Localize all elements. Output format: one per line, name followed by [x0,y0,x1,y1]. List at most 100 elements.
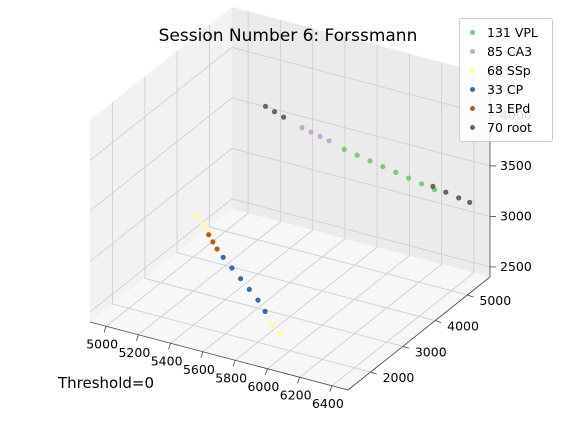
data-point [277,330,283,337]
x-gridline [138,19,281,336]
data-point [299,125,305,131]
z-gridline [89,97,491,212]
y-tick-mark [435,320,442,324]
x-tick-mark [135,334,139,341]
x-tick-mark [264,368,268,375]
y-axis-line [347,276,491,391]
data-point [262,103,269,109]
x-tick-mark [329,385,333,392]
y-gridline [208,24,468,296]
legend-marker-icon [470,30,475,35]
z-gridline [89,46,491,161]
data-points [194,103,473,337]
x-gridline [105,11,249,327]
legend-item-cp: 33 CP [466,80,546,99]
left-pane [90,7,232,322]
back-pane [232,7,490,277]
data-point [380,164,386,170]
y-tick-label: 5000 [479,293,511,308]
data-point [271,109,278,115]
legend-item-ca3: 85 CA3 [466,42,546,61]
z-gridline [89,198,491,313]
axes-panes [90,7,490,390]
legend-item-vpl: 131 VPL [466,23,546,42]
y-tick-label: 3000 [415,344,447,359]
data-point [200,221,206,227]
data-point [269,323,275,329]
legend-marker-icon [470,106,475,111]
y-gridline [144,76,403,347]
legend-label: 131 VPL [487,25,538,40]
data-point [419,181,425,187]
x-tick-label: 5200 [118,345,150,360]
legend-label: 70 root [487,120,532,135]
floor-pane [90,209,490,390]
y-tick-mark [370,371,377,375]
x-tick-label: 6000 [247,379,279,394]
data-point [281,114,287,120]
legend-label: 85 CA3 [487,44,533,59]
x-gridline [234,45,378,361]
data-point [467,199,473,205]
legend-label: 13 EPd [487,101,531,116]
x-tick-label: 5400 [151,353,183,368]
y-tick-mark [467,294,474,298]
x-tick-label: 5000 [86,336,118,351]
x-axis-line [89,321,349,391]
chart-title: Session Number 6: Forssmann [158,26,418,46]
data-point [206,232,212,238]
data-point [194,213,200,219]
x-tick-label: 5600 [183,362,215,377]
data-point [246,286,252,292]
data-point [262,308,268,314]
x-gridline [170,28,314,344]
x-gridline [267,53,410,370]
x-tick-mark [297,377,301,384]
data-point [238,276,244,282]
data-point [456,195,462,201]
data-point [229,265,235,271]
y-gridline [176,50,436,322]
legend-item-ssp: 68 SSp [466,61,546,80]
y-gridline [112,102,371,373]
data-point [220,254,226,260]
x-tick-label: 5800 [215,370,247,385]
x-tick-label: 6400 [312,396,344,411]
z-tick-label: 3500 [500,158,532,173]
z-gridline [89,147,491,262]
tick-labels: 5000520054005600580060006200640020003000… [86,107,532,410]
data-point [430,183,436,189]
x-tick-mark [200,351,204,358]
data-point [214,246,220,252]
grid-lines [89,11,491,387]
data-point [354,152,360,158]
y-tick-label: 4000 [447,319,479,334]
data-point [393,169,399,175]
legend-marker-icon [470,68,475,73]
data-point [317,133,323,139]
data-point [443,189,449,195]
x-tick-label: 6200 [280,387,312,402]
data-point [326,138,332,144]
legend-label: 33 CP [487,82,524,97]
x-tick-mark [232,360,236,367]
data-point [255,297,261,303]
threshold-annotation: Threshold=0 [58,374,155,392]
z-tick-label: 2500 [500,259,532,274]
y-tick-mark [402,345,409,349]
legend-marker-icon [470,87,475,92]
y-tick-label: 2000 [383,370,415,385]
legend: 131 VPL 85 CA3 68 SSp 33 CP 13 EPd 70 ro… [459,18,553,142]
legend-item-root: 70 root [466,118,546,137]
legend-item-epd: 13 EPd [466,99,546,118]
legend-label: 68 SSp [487,63,531,78]
data-point [341,146,347,152]
data-point [406,175,412,181]
x-gridline [299,62,443,378]
legend-marker-icon [470,49,475,54]
legend-marker-icon [470,125,475,130]
x-tick-mark [103,326,107,333]
data-point [210,239,216,245]
x-gridline [202,36,346,353]
